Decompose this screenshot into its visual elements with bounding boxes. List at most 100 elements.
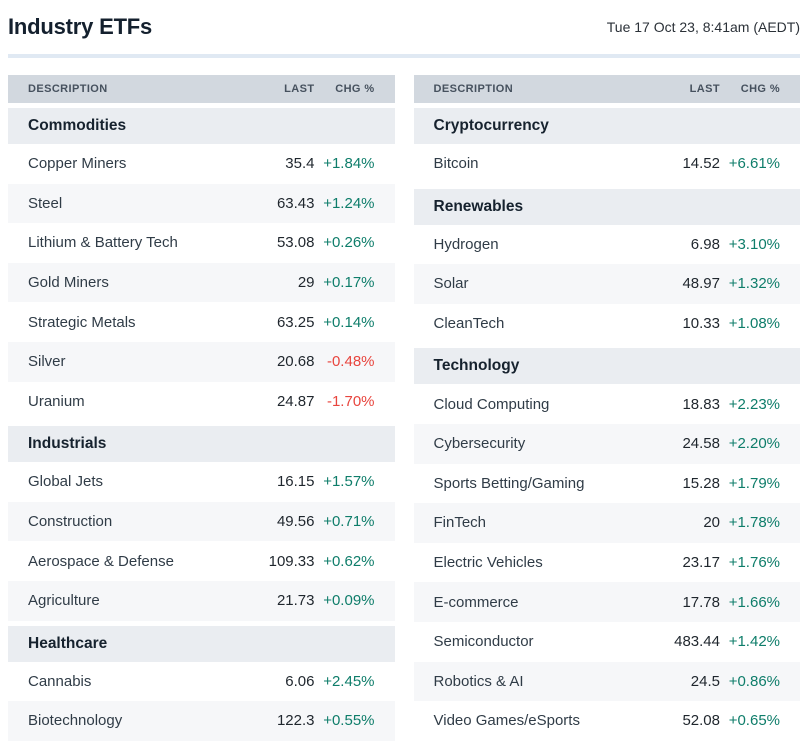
etf-last-value: 48.97 (682, 275, 720, 293)
etf-last-value: 63.43 (276, 194, 315, 212)
etf-row[interactable]: Video Games/eSports 52.08 +0.65% (413, 701, 800, 741)
etf-last-value: 23.17 (682, 554, 720, 572)
etf-last-value: 15.28 (682, 474, 720, 492)
etf-row[interactable]: Aerospace & Defense 109.33 +0.62% (8, 541, 395, 581)
etf-description[interactable]: Robotics & AI (433, 672, 524, 690)
etf-row[interactable]: Construction 49.56 +0.71% (8, 501, 395, 542)
etf-description[interactable]: Uranium (28, 392, 85, 410)
section-header-row: Commodities (8, 108, 395, 144)
etf-last-value: 29 (297, 274, 315, 292)
etf-change-percent: +0.62% (323, 552, 375, 570)
etf-description[interactable]: Silver (28, 353, 66, 371)
etf-row[interactable]: Silver 20.68 -0.48% (8, 341, 395, 382)
etf-row[interactable]: Cannabis 6.06 +2.45% (8, 661, 395, 702)
etf-description[interactable]: Global Jets (28, 473, 104, 491)
etf-row[interactable]: Steel 63.43 +1.24% (8, 183, 395, 224)
column-header-description[interactable]: DESCRIPTION (28, 83, 108, 95)
etf-row[interactable]: Copper Miners 35.4 +1.84% (8, 144, 395, 184)
etf-change-percent: +1.84% (323, 155, 375, 173)
etf-last-value: 35.4 (285, 155, 315, 173)
etf-change-percent: +0.86% (728, 672, 780, 690)
etf-row[interactable]: E-commerce 17.78 +1.66% (413, 582, 800, 622)
etf-description[interactable]: Agriculture (28, 592, 100, 610)
etf-row[interactable]: Cloud Computing 18.83 +2.23% (413, 384, 800, 424)
page-header: Industry ETFs Tue 17 Oct 23, 8:41am (AED… (0, 0, 808, 44)
etf-description[interactable]: Copper Miners (28, 155, 127, 173)
etf-description[interactable]: Aerospace & Defense (28, 552, 174, 570)
etf-row[interactable]: Semiconductor 483.44 +1.42% (413, 621, 800, 662)
etf-description[interactable]: Sports Betting/Gaming (433, 474, 585, 492)
etf-last-value: 24.5 (690, 672, 720, 690)
etf-change-percent: +1.66% (728, 593, 780, 611)
etf-description[interactable]: Semiconductor (433, 633, 534, 651)
etf-description[interactable]: Lithium & Battery Tech (28, 234, 178, 252)
etf-row[interactable]: Biotechnology 122.3 +0.55% (8, 701, 395, 741)
etf-change-percent: +1.08% (728, 315, 780, 333)
etf-change-percent: +1.79% (728, 474, 780, 492)
etf-description[interactable]: Strategic Metals (28, 313, 136, 331)
etf-row[interactable]: CleanTech 10.33 +1.08% (413, 303, 800, 344)
etf-row[interactable]: Robotics & AI 24.5 +0.86% (413, 661, 800, 702)
etf-table: DESCRIPTION LAST CHG % Commodities Coppe… (8, 75, 395, 741)
etf-description[interactable]: Solar (433, 275, 469, 293)
etf-last-value: 6.98 (690, 235, 720, 253)
section-header-row: Technology (413, 348, 800, 385)
etf-row[interactable]: Solar 48.97 +1.32% (413, 264, 800, 304)
etf-row[interactable]: Global Jets 16.15 +1.57% (8, 462, 395, 502)
etf-change-percent: +2.20% (728, 435, 780, 453)
etf-change-percent: +0.65% (728, 712, 780, 730)
etf-change-percent: +2.23% (728, 395, 780, 413)
etf-description[interactable]: Construction (28, 513, 113, 531)
section-title: Healthcare (28, 634, 108, 652)
etf-description[interactable]: Cannabis (28, 672, 92, 690)
column-header-last[interactable]: LAST (284, 83, 315, 95)
etf-last-value: 16.15 (276, 473, 315, 491)
etf-change-percent: +0.17% (323, 274, 375, 292)
etf-last-value: 18.83 (682, 395, 720, 413)
etf-row[interactable]: FinTech 20 +1.78% (413, 503, 800, 543)
etf-last-value: 53.08 (276, 234, 315, 252)
etf-table: DESCRIPTION LAST CHG % Cryptocurrency Bi… (413, 75, 800, 741)
etf-last-value: 20.68 (276, 353, 315, 371)
table-header-row: DESCRIPTION LAST CHG % (8, 75, 395, 103)
etf-last-value: 109.33 (268, 552, 315, 570)
etf-row[interactable]: Agriculture 21.73 +0.09% (8, 580, 395, 621)
etf-description[interactable]: Video Games/eSports (433, 712, 580, 730)
page-title: Industry ETFs (8, 14, 153, 39)
etf-row[interactable]: Lithium & Battery Tech 53.08 +0.26% (8, 223, 395, 263)
etf-description[interactable]: Steel (28, 194, 63, 212)
etf-description[interactable]: Biotechnology (28, 712, 123, 730)
etf-last-value: 52.08 (682, 712, 720, 730)
etf-description[interactable]: Cloud Computing (433, 395, 550, 413)
etf-description[interactable]: FinTech (433, 514, 487, 532)
etf-description[interactable]: Hydrogen (433, 235, 499, 253)
etf-row[interactable]: Strategic Metals 63.25 +0.14% (8, 302, 395, 342)
etf-row[interactable]: Uranium 24.87 -1.70% (8, 381, 395, 422)
etf-description[interactable]: Gold Miners (28, 274, 109, 292)
column-header-chg[interactable]: CHG % (335, 83, 375, 95)
etf-row[interactable]: Hydrogen 6.98 +3.10% (413, 224, 800, 265)
etf-last-value: 10.33 (682, 315, 720, 333)
etf-row[interactable]: Electric Vehicles 23.17 +1.76% (413, 542, 800, 583)
section-header-row: Renewables (413, 188, 800, 225)
etf-change-percent: +0.26% (323, 234, 375, 252)
etf-row[interactable]: Gold Miners 29 +0.17% (8, 262, 395, 303)
etf-row[interactable]: Sports Betting/Gaming 15.28 +1.79% (413, 463, 800, 504)
etf-row[interactable]: Bitcoin 14.52 +6.61% (413, 144, 800, 184)
etf-description[interactable]: E-commerce (433, 593, 519, 611)
etf-description[interactable]: Electric Vehicles (433, 554, 543, 572)
column-header-last[interactable]: LAST (689, 83, 720, 95)
etf-description[interactable]: CleanTech (433, 315, 505, 333)
etf-change-percent: +0.55% (323, 712, 375, 730)
etf-description[interactable]: Cybersecurity (433, 435, 526, 453)
column-header-chg[interactable]: CHG % (740, 83, 780, 95)
etf-change-percent: -0.48% (326, 353, 375, 371)
etf-last-value: 122.3 (276, 712, 315, 730)
section-title: Renewables (433, 197, 524, 215)
table-header-row: DESCRIPTION LAST CHG % (413, 75, 800, 103)
etf-change-percent: +1.76% (728, 554, 780, 572)
etf-description[interactable]: Bitcoin (433, 155, 479, 173)
section-title: Technology (433, 357, 520, 375)
column-header-description[interactable]: DESCRIPTION (433, 83, 514, 95)
etf-row[interactable]: Cybersecurity 24.58 +2.20% (413, 423, 800, 464)
